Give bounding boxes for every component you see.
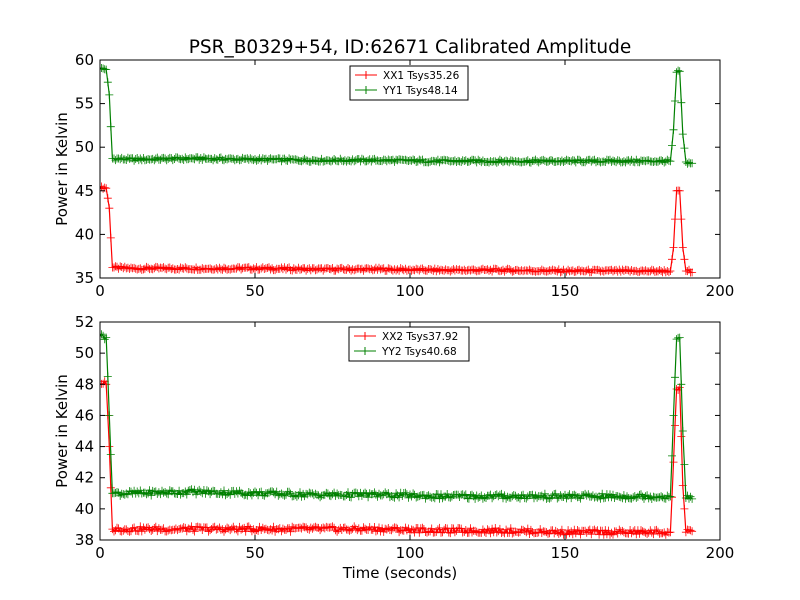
legend-label: YY2 Tsys40.68 <box>381 346 457 358</box>
x-tick-label: 50 <box>245 282 264 300</box>
y-tick-label: 40 <box>75 500 94 518</box>
y-tick-label: 48 <box>75 375 94 393</box>
series-markers-1-1 <box>100 182 697 277</box>
top-y-axis-label: Power in Kelvin <box>53 112 71 226</box>
legend-label: YY1 Tsys48.14 <box>382 85 458 97</box>
legend-marker <box>362 86 370 94</box>
series-line-2-1 <box>100 380 693 537</box>
y-tick-label: 50 <box>75 138 94 156</box>
series-markers-2-1 <box>100 377 697 539</box>
y-tick-label: 60 <box>75 51 94 69</box>
legend-box <box>349 65 469 101</box>
bottom-subplot-series <box>100 330 697 539</box>
y-tick-label: 42 <box>75 469 94 487</box>
legend-marker <box>362 71 370 79</box>
x-tick-label: 0 <box>95 544 105 562</box>
top-legend: XX1 Tsys35.26 YY1 Tsys48.14 <box>349 65 469 101</box>
series-markers-2-2 <box>100 330 697 503</box>
x-tick-label: 0 <box>95 282 105 300</box>
bottom-x-axis-label: Time (seconds) <box>342 564 458 582</box>
top-subplot-ticks: 0 50 100 150 200 35 40 45 50 55 60 <box>75 51 734 300</box>
y-tick-label: 50 <box>75 344 94 362</box>
y-tick-label: 35 <box>75 269 94 287</box>
x-tick-label: 100 <box>396 282 425 300</box>
x-tick-label: 150 <box>551 544 580 562</box>
top-subplot-series <box>100 64 697 277</box>
x-tick-label: 200 <box>706 282 735 300</box>
x-tick-label: 150 <box>551 282 580 300</box>
legend-label: XX2 Tsys37.92 <box>382 331 458 343</box>
legend-marker <box>361 332 369 340</box>
series-line-1-1 <box>100 185 693 274</box>
y-tick-label: 44 <box>75 438 94 456</box>
x-tick-label: 200 <box>706 544 735 562</box>
legend-label: XX1 Tsys35.26 <box>383 70 460 82</box>
y-tick-label: 55 <box>75 95 94 113</box>
x-tick-label: 100 <box>396 544 425 562</box>
y-tick-label: 40 <box>75 225 94 243</box>
y-tick-label: 46 <box>75 406 94 424</box>
bottom-subplot-ticks: 0 50 100 150 200 38 40 42 44 46 48 50 52 <box>75 313 734 562</box>
series-markers-1-2 <box>100 64 697 168</box>
legend-box <box>348 326 470 362</box>
y-tick-label: 45 <box>75 182 94 200</box>
figure-title: PSR_B0329+54, ID:62671 Calibrated Amplit… <box>189 37 632 58</box>
top-subplot: 0 50 100 150 200 35 40 45 50 55 60 Power in Kelvin… <box>53 51 734 300</box>
x-tick-label: 50 <box>245 544 264 562</box>
y-tick-label: 38 <box>75 531 94 549</box>
y-tick-label: 52 <box>75 313 94 331</box>
bottom-legend: XX2 Tsys37.92 YY2 Tsys40.68 <box>348 326 470 362</box>
bottom-y-axis-label: Power in Kelvin <box>53 374 71 488</box>
bottom-subplot: 0 50 100 150 200 38 40 42 44 46 48 50 52 Power in Ke… <box>53 313 734 582</box>
legend-marker <box>361 347 369 355</box>
